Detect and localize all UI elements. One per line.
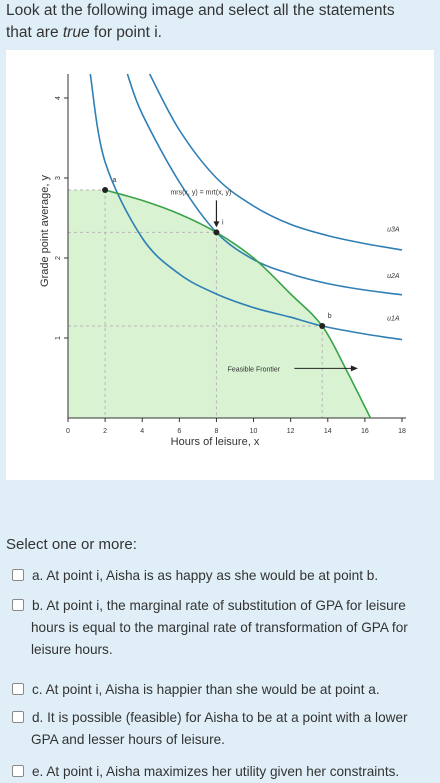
question-line-1: Look at the following image and select a… (6, 2, 395, 19)
option-e-text: e. At point i, Aisha maximizes her utili… (32, 764, 400, 779)
indifference-curve-u1A (89, 73, 403, 341)
feasible-frontier-label: Feasible Frontier (228, 366, 281, 373)
x-axis-label: Hours of leisure, x (171, 436, 260, 448)
x-tick-label: 2 (103, 428, 107, 435)
feasible-region (68, 190, 371, 418)
emphasis-true: true (62, 24, 90, 41)
y-tick-label: 4 (55, 96, 62, 100)
point-b-marker (319, 323, 326, 329)
option-b-text: hours is equal to the marginal rate of t… (31, 620, 408, 635)
x-tick-label: 0 (66, 428, 70, 435)
option-d-text: GPA and lesser hours of leisure. (31, 732, 225, 747)
option-c-text: c. At point i, Aisha is happier than she… (32, 682, 380, 697)
y-tick-label: 1 (55, 336, 62, 340)
question-line-2: that are true for point i. (6, 24, 162, 41)
mrs-mrt-annotation: mrs(x, y) = mrt(x, y) (170, 189, 231, 196)
y-axis-label: Grade point average, y (39, 175, 51, 287)
option-d-checkbox[interactable] (12, 711, 24, 723)
indifference-curve-u2A (126, 73, 403, 296)
curve-label-u3A: u3A (387, 227, 400, 234)
y-tick-label: 2 (55, 256, 62, 260)
option-b[interactable]: b. At point i, the marginal rate of subs… (12, 595, 440, 661)
x-tick-label: 16 (361, 428, 369, 435)
frontier-arrow-head (350, 365, 358, 372)
point-a-label: a (113, 177, 117, 184)
option-d[interactable]: d. It is possible (feasible) for Aisha t… (12, 707, 440, 751)
x-tick-label: 4 (140, 428, 144, 435)
x-tick-label: 12 (287, 428, 295, 435)
question-text: Look at the following image and select a… (6, 0, 436, 44)
point-i-marker (213, 229, 220, 236)
option-a[interactable]: a. At point i, Aisha is as happy as she … (12, 565, 440, 587)
point-a-marker (102, 187, 109, 193)
feasible-frontier-line (104, 189, 372, 419)
x-tick-label: 18 (398, 428, 406, 435)
curve-label-u1A: u1A (387, 315, 400, 322)
point-i-label: i (222, 219, 224, 226)
annotation-arrow-head (213, 221, 220, 228)
option-e-checkbox[interactable] (12, 765, 24, 777)
option-a-checkbox[interactable] (12, 569, 24, 581)
option-b-text: leisure hours. (31, 642, 113, 657)
indifference-curve-u3A (148, 73, 403, 251)
x-tick-label: 6 (177, 428, 181, 435)
x-tick-label: 10 (250, 428, 258, 435)
option-b-checkbox[interactable] (12, 599, 24, 611)
option-c-checkbox[interactable] (12, 683, 24, 695)
x-tick-label: 14 (324, 428, 332, 435)
figure-card: 0 2 4 6 8 10 12 14 16 18 1 2 3 4 Hours of leisure, x Gr… (6, 50, 434, 480)
option-c[interactable]: c. At point i, Aisha is happier than she… (12, 679, 440, 701)
point-b-label: b (328, 313, 332, 320)
select-label: Select one or more: (6, 536, 137, 553)
option-d-text: d. It is possible (feasible) for Aisha t… (32, 710, 408, 725)
curve-label-u2A: u2A (387, 273, 400, 280)
x-tick-label: 8 (214, 428, 218, 435)
y-tick-label: 3 (55, 176, 62, 180)
option-a-text: a. At point i, Aisha is as happy as she … (32, 568, 379, 583)
option-b-text: b. At point i, the marginal rate of subs… (32, 598, 406, 613)
option-e[interactable]: e. At point i, Aisha maximizes her utili… (12, 761, 440, 783)
